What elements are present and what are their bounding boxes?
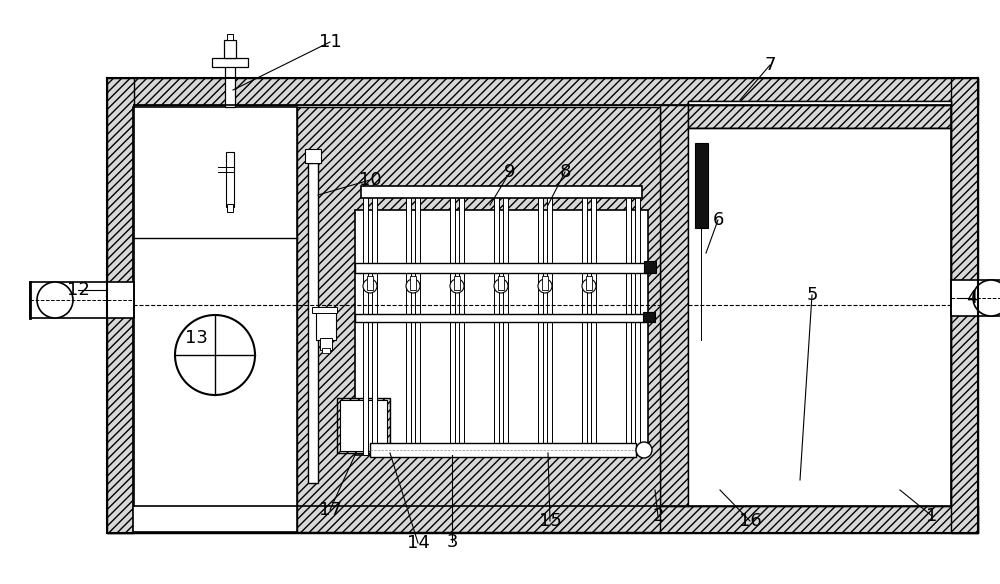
Bar: [305, 149, 321, 163]
Text: 6: 6: [712, 211, 724, 229]
Bar: [361, 186, 642, 198]
Bar: [494, 192, 499, 455]
Bar: [503, 192, 508, 455]
Text: 11: 11: [319, 33, 341, 51]
Text: 1: 1: [926, 507, 938, 525]
Bar: [498, 276, 504, 290]
Bar: [547, 192, 552, 455]
Bar: [297, 107, 660, 532]
Bar: [370, 443, 636, 457]
Bar: [454, 276, 460, 290]
Bar: [635, 192, 640, 455]
Bar: [308, 163, 318, 483]
Text: 7: 7: [764, 56, 776, 74]
Bar: [355, 210, 648, 455]
Text: 16: 16: [739, 512, 761, 530]
Bar: [459, 192, 464, 455]
Bar: [355, 263, 648, 273]
Circle shape: [363, 279, 377, 293]
Bar: [538, 192, 543, 455]
Text: 10: 10: [359, 171, 381, 189]
Bar: [107, 78, 134, 533]
Circle shape: [636, 442, 652, 458]
Bar: [582, 192, 587, 455]
Bar: [355, 314, 648, 322]
Bar: [695, 143, 708, 228]
Bar: [337, 398, 390, 453]
Text: 13: 13: [185, 329, 207, 347]
Bar: [224, 40, 236, 58]
Bar: [320, 338, 332, 350]
Bar: [107, 78, 978, 105]
Circle shape: [406, 279, 420, 293]
Circle shape: [494, 279, 508, 293]
Bar: [586, 276, 592, 290]
Bar: [644, 261, 656, 273]
Bar: [688, 101, 951, 105]
Bar: [626, 192, 631, 455]
Bar: [951, 280, 1000, 316]
Bar: [410, 276, 416, 290]
Circle shape: [582, 279, 596, 293]
Text: 14: 14: [407, 534, 429, 552]
Bar: [133, 107, 297, 532]
Circle shape: [37, 282, 73, 318]
Bar: [107, 506, 978, 533]
Bar: [406, 192, 411, 455]
Circle shape: [175, 315, 255, 395]
Bar: [226, 152, 234, 207]
Bar: [951, 78, 978, 533]
Text: 17: 17: [319, 501, 341, 519]
Bar: [542, 276, 548, 290]
Bar: [643, 312, 655, 322]
Bar: [322, 348, 330, 353]
Bar: [30, 282, 134, 318]
Bar: [688, 101, 951, 128]
Text: 9: 9: [504, 163, 516, 181]
Text: 12: 12: [67, 281, 89, 299]
Bar: [340, 400, 387, 451]
Text: 15: 15: [539, 512, 561, 530]
Bar: [212, 58, 248, 67]
Bar: [316, 310, 336, 340]
Circle shape: [538, 279, 552, 293]
Bar: [372, 192, 377, 455]
Bar: [312, 307, 337, 313]
Text: 3: 3: [446, 533, 458, 551]
Text: 8: 8: [559, 163, 571, 181]
Bar: [367, 276, 373, 290]
Bar: [227, 34, 233, 40]
Circle shape: [973, 280, 1000, 316]
Text: 2: 2: [652, 507, 664, 525]
Text: 4: 4: [966, 289, 978, 307]
Circle shape: [450, 279, 464, 293]
Text: 5: 5: [806, 286, 818, 304]
Bar: [363, 192, 368, 455]
Bar: [227, 204, 233, 212]
Bar: [225, 62, 235, 107]
Bar: [133, 107, 134, 532]
Bar: [688, 128, 951, 506]
Bar: [660, 105, 688, 506]
Bar: [591, 192, 596, 455]
Bar: [415, 192, 420, 455]
Bar: [450, 192, 455, 455]
